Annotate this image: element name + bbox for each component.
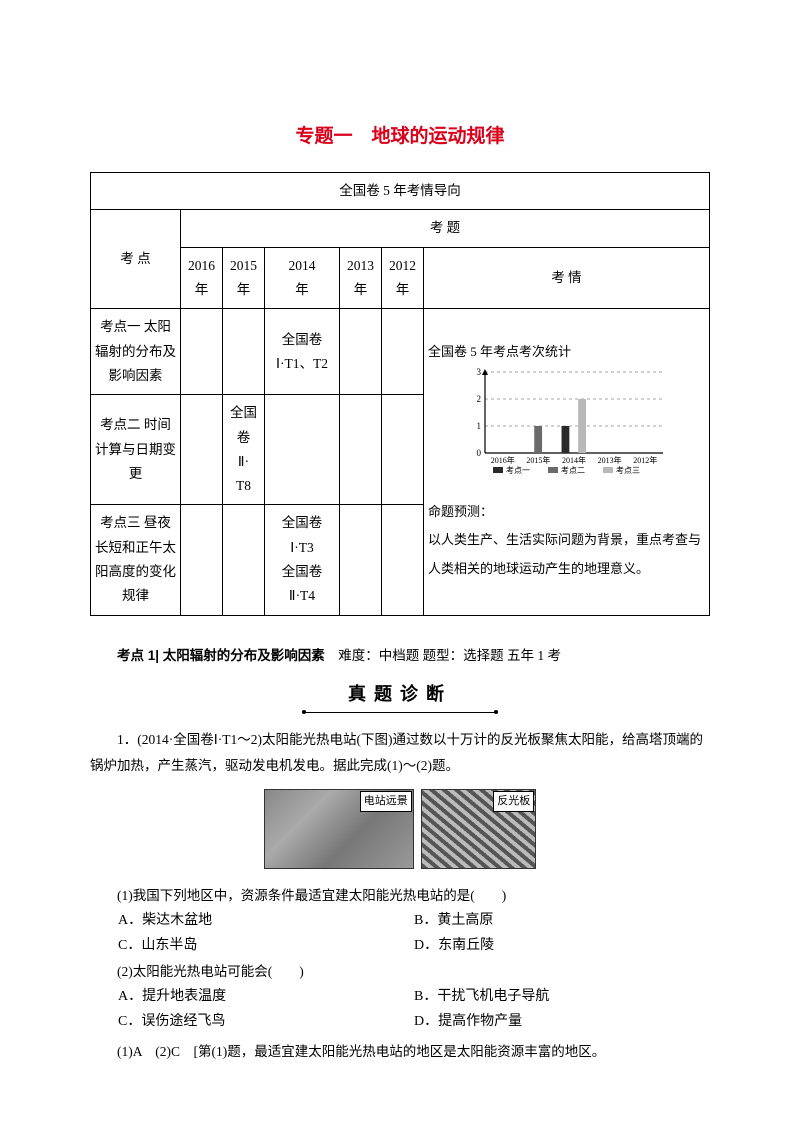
question-image-row: 电站远景 反光板 (90, 789, 710, 869)
cell-r2-c4 (340, 395, 382, 505)
svg-text:3: 3 (476, 368, 481, 377)
section-rest: 难度：中档题 题型：选择题 五年 1 考 (325, 648, 561, 663)
prediction-label: 命题预测： (428, 504, 493, 519)
row2-label: 考点二 时间计算与日期变更 (91, 395, 181, 505)
svg-text:1: 1 (476, 421, 481, 431)
row1-label: 考点一 太阳辐射的分布及影响因素 (91, 309, 181, 395)
svg-text:0: 0 (476, 448, 481, 458)
bar-chart: 0 1 2 3 2016年 2015年 2014年 2013年 2012年考点一 考点二 考点三 (428, 368, 705, 498)
q1-opt-a: A．柴达木盆地 (118, 908, 414, 933)
q2-opt-b: B．干扰飞机电子导航 (414, 984, 549, 1009)
q2-opt-d: D．提高作物产量 (414, 1009, 522, 1034)
year-2013: 2013年 (340, 247, 382, 309)
cell-r1-c1 (181, 309, 223, 395)
svg-text:2: 2 (476, 394, 481, 404)
svg-text:考点二: 考点二 (561, 466, 585, 475)
col-kaoqing: 考 情 (424, 247, 710, 309)
cell-r3-c3: 全国卷Ⅰ·T3全国卷Ⅱ·T4 (265, 505, 340, 615)
section-heading: 考点 1| 太阳辐射的分布及影响因素 难度：中档题 题型：选择题 五年 1 考 (90, 644, 710, 668)
image-2-box: 反光板 (421, 789, 536, 869)
image-1-label: 电站远景 (360, 791, 412, 813)
svg-text:2016年: 2016年 (490, 455, 514, 465)
zhenti-heading: 真题诊断 (90, 678, 710, 710)
year-2014: 2014年 (265, 247, 340, 309)
exam-table: 全国卷 5 年考情导向 考 点 考 题 2016年 2015年 2014年 20… (90, 172, 710, 615)
year-2015: 2015年 (223, 247, 265, 309)
cell-r1-c3: 全国卷Ⅰ·T1、T2 (265, 309, 340, 395)
q1-stem: (1)我国下列地区中，资源条件最适宜建太阳能光热电站的是( ) (90, 883, 710, 909)
row3-label: 考点三 昼夜长短和正午太阳高度的变化规律 (91, 505, 181, 615)
cell-r2-c5 (382, 395, 424, 505)
cell-r3-c1 (181, 505, 223, 615)
kaoqing-cell: 全国卷 5 年考点考次统计 0 1 2 3 2016年 2015年 2014年 2013年 20… (424, 309, 710, 615)
cell-r1-c4 (340, 309, 382, 395)
cell-r1-c5 (382, 309, 424, 395)
cell-r2-c2: 全国卷Ⅱ·T8 (223, 395, 265, 505)
svg-text:2015年: 2015年 (526, 455, 550, 465)
q1-options: A．柴达木盆地 B．黄土高原 C．山东半岛 D．东南丘陵 (118, 908, 710, 958)
q1-opt-b: B．黄土高原 (414, 908, 493, 933)
page-title: 专题一 地球的运动规律 (90, 120, 710, 154)
table-header-top: 全国卷 5 年考情导向 (91, 173, 710, 210)
chart-title: 全国卷 5 年考点考次统计 (428, 340, 705, 363)
svg-text:2012年: 2012年 (633, 455, 657, 465)
q2-opt-a: A．提升地表温度 (118, 984, 414, 1009)
year-2016: 2016年 (181, 247, 223, 309)
q1-opt-c: C．山东半岛 (118, 933, 414, 958)
underline-decoration (305, 712, 495, 713)
q2-stem: (2)太阳能光热电站可能会( ) (90, 959, 710, 985)
image-1-box: 电站远景 (264, 789, 414, 869)
col-kaodian: 考 点 (91, 210, 181, 309)
q2-options: A．提升地表温度 B．干扰飞机电子导航 C．误伤途经飞鸟 D．提高作物产量 (118, 984, 710, 1034)
q2-opt-c: C．误伤途经飞鸟 (118, 1009, 414, 1034)
svg-text:2013年: 2013年 (597, 455, 621, 465)
cell-r3-c5 (382, 505, 424, 615)
prediction-text: 以人类生产、生活实际问题为背景，重点考查与人类相关的地球运动产生的地理意义。 (428, 532, 701, 576)
q1-opt-d: D．东南丘陵 (414, 933, 494, 958)
svg-text:考点三: 考点三 (616, 466, 640, 475)
cell-r1-c2 (223, 309, 265, 395)
section-bold: 考点 1| 太阳辐射的分布及影响因素 (117, 648, 325, 663)
col-kaoti: 考 题 (181, 210, 710, 247)
question-stem: 1．(2014·全国卷Ⅰ·T1～2)太阳能光热电站(下图)通过数以十万计的反光板… (90, 727, 710, 778)
image-2-label: 反光板 (493, 791, 534, 813)
answer-line: (1)A (2)C [第(1)题，最适宜建太阳能光热电站的地区是太阳能资源丰富的… (90, 1039, 710, 1065)
cell-r2-c1 (181, 395, 223, 505)
cell-r2-c3 (265, 395, 340, 505)
cell-r3-c4 (340, 505, 382, 615)
svg-text:考点一: 考点一 (506, 466, 530, 475)
year-2012: 2012年 (382, 247, 424, 309)
svg-text:2014年: 2014年 (562, 455, 586, 465)
cell-r3-c2 (223, 505, 265, 615)
